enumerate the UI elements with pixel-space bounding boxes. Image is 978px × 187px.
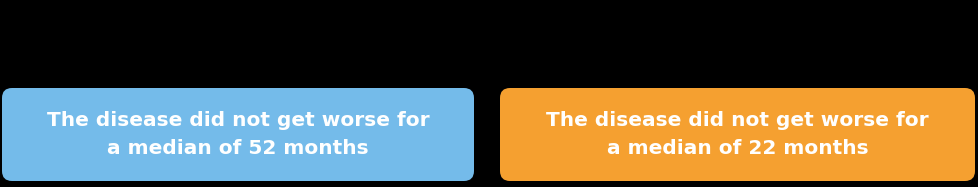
- FancyBboxPatch shape: [500, 88, 974, 181]
- Text: The disease did not get worse for
a median of 22 months: The disease did not get worse for a medi…: [546, 111, 928, 158]
- FancyBboxPatch shape: [2, 88, 473, 181]
- Text: The disease did not get worse for
a median of 52 months: The disease did not get worse for a medi…: [47, 111, 429, 158]
